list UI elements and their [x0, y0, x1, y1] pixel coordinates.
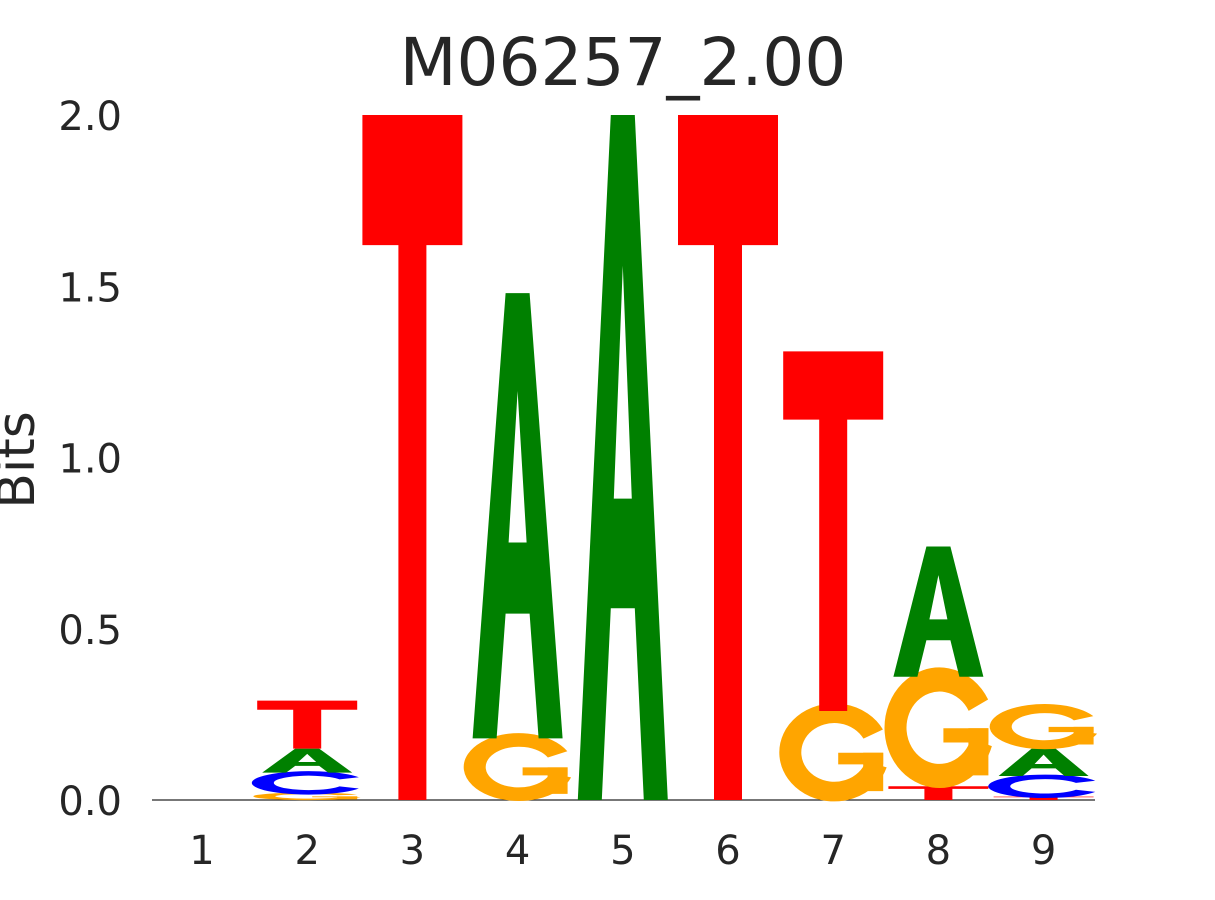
letter-A-pos8	[893, 546, 984, 677]
y-tick-label: 0.0	[58, 779, 122, 825]
letter-stack-7	[779, 351, 887, 802]
letter-A-pos5	[577, 115, 668, 800]
letter-T-pos3	[362, 115, 463, 800]
letter-G-pos7	[779, 703, 887, 802]
glyph-T	[678, 115, 778, 800]
glyph-T	[362, 115, 463, 800]
letter-stack-4	[463, 293, 572, 801]
y-tick-label: 2.0	[58, 94, 122, 140]
letter-T-pos2	[257, 700, 358, 749]
glyph-G	[779, 703, 887, 802]
x-tick-label: 6	[715, 828, 740, 874]
glyph-T	[888, 786, 989, 800]
letter-T-pos8	[888, 786, 989, 800]
glyph-T	[783, 351, 884, 711]
chart-title: M06257_2.00	[400, 24, 847, 101]
glyph-A	[262, 748, 353, 773]
glyph-A	[893, 546, 984, 677]
glyph-A	[472, 293, 563, 739]
letter-A-pos9	[998, 748, 1089, 777]
glyph-T	[257, 700, 358, 749]
letter-C-pos2	[251, 771, 359, 795]
glyph-C	[988, 774, 1096, 799]
letter-T-pos7	[783, 351, 884, 711]
x-tick-label: 2	[294, 828, 319, 874]
letter-stack-9	[988, 704, 1098, 800]
x-tick-labels: 1 2 3 4 5 6 7 8 9	[189, 828, 1056, 874]
glyph-G	[884, 667, 992, 788]
letter-stack-3	[362, 115, 463, 800]
letter-stack-5	[577, 115, 668, 800]
x-tick-label: 1	[189, 828, 214, 874]
y-tick-labels: 0.0 0.5 1.0 1.5 2.0	[58, 94, 122, 825]
glyph-G	[463, 733, 572, 801]
glyph-G	[989, 704, 1098, 750]
letter-G-pos9	[989, 704, 1098, 750]
x-tick-label: 9	[1031, 828, 1056, 874]
glyph-T	[993, 796, 1094, 800]
x-tick-label: 4	[505, 828, 530, 874]
x-tick-label: 3	[400, 828, 425, 874]
glyph-C	[251, 771, 359, 795]
letter-T-pos9	[993, 796, 1094, 800]
letter-stack-2	[251, 700, 361, 801]
y-tick-label: 0.5	[58, 608, 122, 654]
letter-A-pos2	[262, 748, 353, 773]
letter-T-pos6	[678, 115, 778, 800]
y-tick-label: 1.5	[58, 265, 122, 311]
x-tick-label: 7	[820, 828, 845, 874]
letter-G-pos8	[884, 667, 992, 788]
glyph-A	[577, 115, 668, 800]
y-axis-label: Bits	[0, 411, 47, 509]
letter-A-pos4	[472, 293, 563, 739]
x-tick-label: 8	[926, 828, 951, 874]
letter-C-pos9	[988, 774, 1096, 799]
letter-stacks	[251, 115, 1098, 802]
letter-G-pos4	[463, 733, 572, 801]
x-tick-label: 5	[610, 828, 635, 874]
glyph-A	[998, 748, 1089, 777]
y-tick-label: 1.0	[58, 437, 122, 483]
letter-stack-8	[884, 546, 992, 800]
letter-stack-6	[678, 115, 778, 800]
